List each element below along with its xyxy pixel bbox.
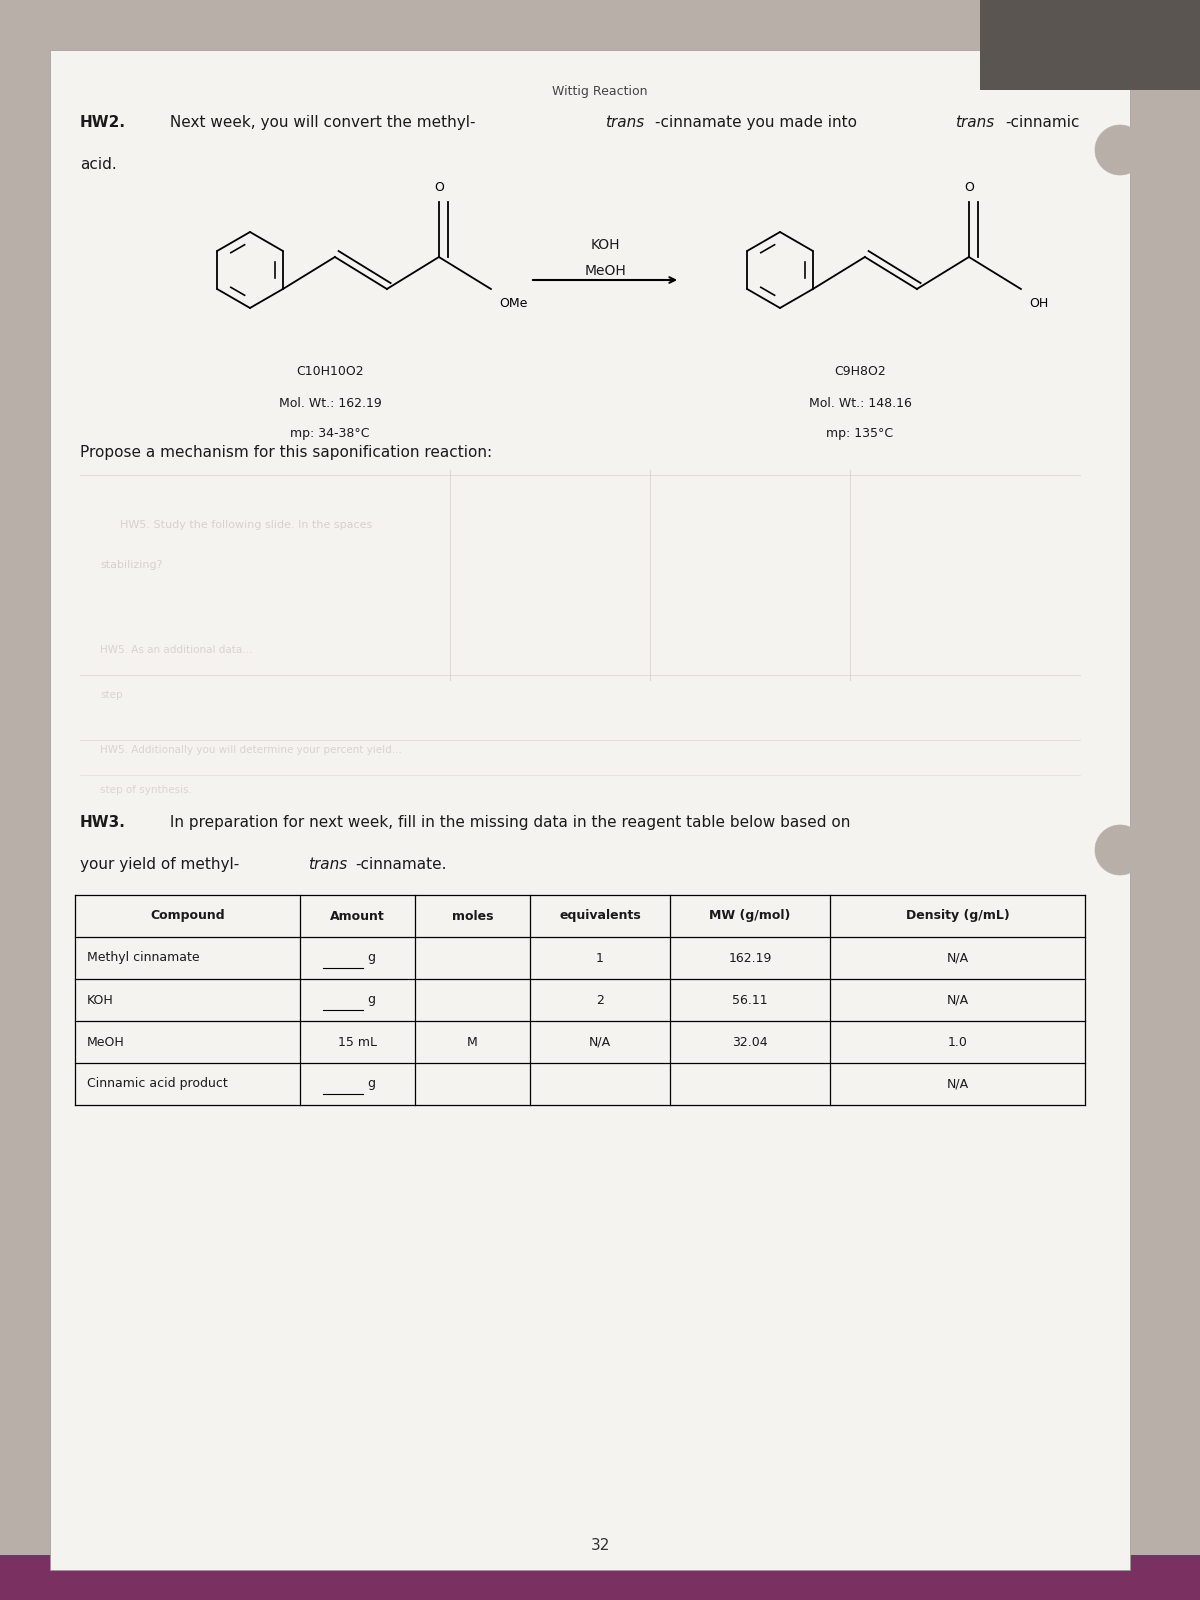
- Text: 32: 32: [590, 1538, 610, 1552]
- Text: g: g: [367, 952, 376, 965]
- Text: step: step: [100, 690, 122, 701]
- Text: C9H8O2: C9H8O2: [834, 365, 886, 378]
- Text: O: O: [964, 181, 974, 194]
- Text: -cinnamate.: -cinnamate.: [355, 858, 446, 872]
- Text: moles: moles: [451, 909, 493, 923]
- Text: Next week, you will convert the methyl-: Next week, you will convert the methyl-: [166, 115, 475, 130]
- Text: trans: trans: [308, 858, 347, 872]
- Circle shape: [1096, 826, 1145, 875]
- Text: your yield of methyl-: your yield of methyl-: [80, 858, 239, 872]
- Text: M: M: [467, 1035, 478, 1048]
- Text: HW5. Study the following slide. In the spaces: HW5. Study the following slide. In the s…: [120, 520, 372, 530]
- Text: HW2.: HW2.: [80, 115, 126, 130]
- Text: HW3.: HW3.: [80, 814, 126, 830]
- FancyBboxPatch shape: [50, 50, 1130, 1570]
- FancyBboxPatch shape: [980, 0, 1200, 90]
- Text: Cinnamic acid product: Cinnamic acid product: [88, 1077, 228, 1091]
- Text: O: O: [434, 181, 444, 194]
- Text: 1: 1: [596, 952, 604, 965]
- Text: Methyl cinnamate: Methyl cinnamate: [88, 952, 199, 965]
- FancyBboxPatch shape: [0, 1555, 1200, 1600]
- Text: 56.11: 56.11: [732, 994, 768, 1006]
- Text: g: g: [367, 994, 376, 1006]
- Text: acid.: acid.: [80, 157, 116, 171]
- Text: N/A: N/A: [589, 1035, 611, 1048]
- Text: N/A: N/A: [947, 952, 968, 965]
- Text: Wittig Reaction: Wittig Reaction: [552, 85, 648, 98]
- Text: MeOH: MeOH: [584, 264, 626, 278]
- Text: Compound: Compound: [150, 909, 224, 923]
- Text: N/A: N/A: [947, 1077, 968, 1091]
- Text: In preparation for next week, fill in the missing data in the reagent table belo: In preparation for next week, fill in th…: [166, 814, 851, 830]
- Text: 1.0: 1.0: [948, 1035, 967, 1048]
- Text: HW5. As an additional data...: HW5. As an additional data...: [100, 645, 252, 654]
- Text: KOH: KOH: [590, 238, 619, 251]
- Text: 32.04: 32.04: [732, 1035, 768, 1048]
- Text: g: g: [367, 1077, 376, 1091]
- Text: equivalents: equivalents: [559, 909, 641, 923]
- Text: Propose a mechanism for this saponification reaction:: Propose a mechanism for this saponificat…: [80, 445, 492, 461]
- Text: HW5. Additionally you will determine your percent yield...: HW5. Additionally you will determine you…: [100, 746, 402, 755]
- Text: -cinnamate you made into: -cinnamate you made into: [655, 115, 862, 130]
- Text: trans: trans: [605, 115, 644, 130]
- Text: stabilizing?: stabilizing?: [100, 560, 162, 570]
- Text: KOH: KOH: [88, 994, 114, 1006]
- Text: OMe: OMe: [499, 298, 527, 310]
- Text: Mol. Wt.: 162.19: Mol. Wt.: 162.19: [278, 397, 382, 410]
- Text: MW (g/mol): MW (g/mol): [709, 909, 791, 923]
- Text: 15 mL: 15 mL: [338, 1035, 377, 1048]
- Text: step of synthesis.: step of synthesis.: [100, 786, 192, 795]
- Text: Mol. Wt.: 148.16: Mol. Wt.: 148.16: [809, 397, 912, 410]
- Text: MeOH: MeOH: [88, 1035, 125, 1048]
- Text: N/A: N/A: [947, 994, 968, 1006]
- Text: C10H10O2: C10H10O2: [296, 365, 364, 378]
- Text: Amount: Amount: [330, 909, 385, 923]
- Text: mp: 135°C: mp: 135°C: [827, 427, 894, 440]
- Text: 162.19: 162.19: [728, 952, 772, 965]
- Circle shape: [1096, 125, 1145, 174]
- Text: Density (g/mL): Density (g/mL): [906, 909, 1009, 923]
- Text: -cinnamic: -cinnamic: [1006, 115, 1080, 130]
- Text: trans: trans: [955, 115, 995, 130]
- Text: mp: 34-38°C: mp: 34-38°C: [290, 427, 370, 440]
- Text: OH: OH: [1028, 298, 1048, 310]
- Text: 2: 2: [596, 994, 604, 1006]
